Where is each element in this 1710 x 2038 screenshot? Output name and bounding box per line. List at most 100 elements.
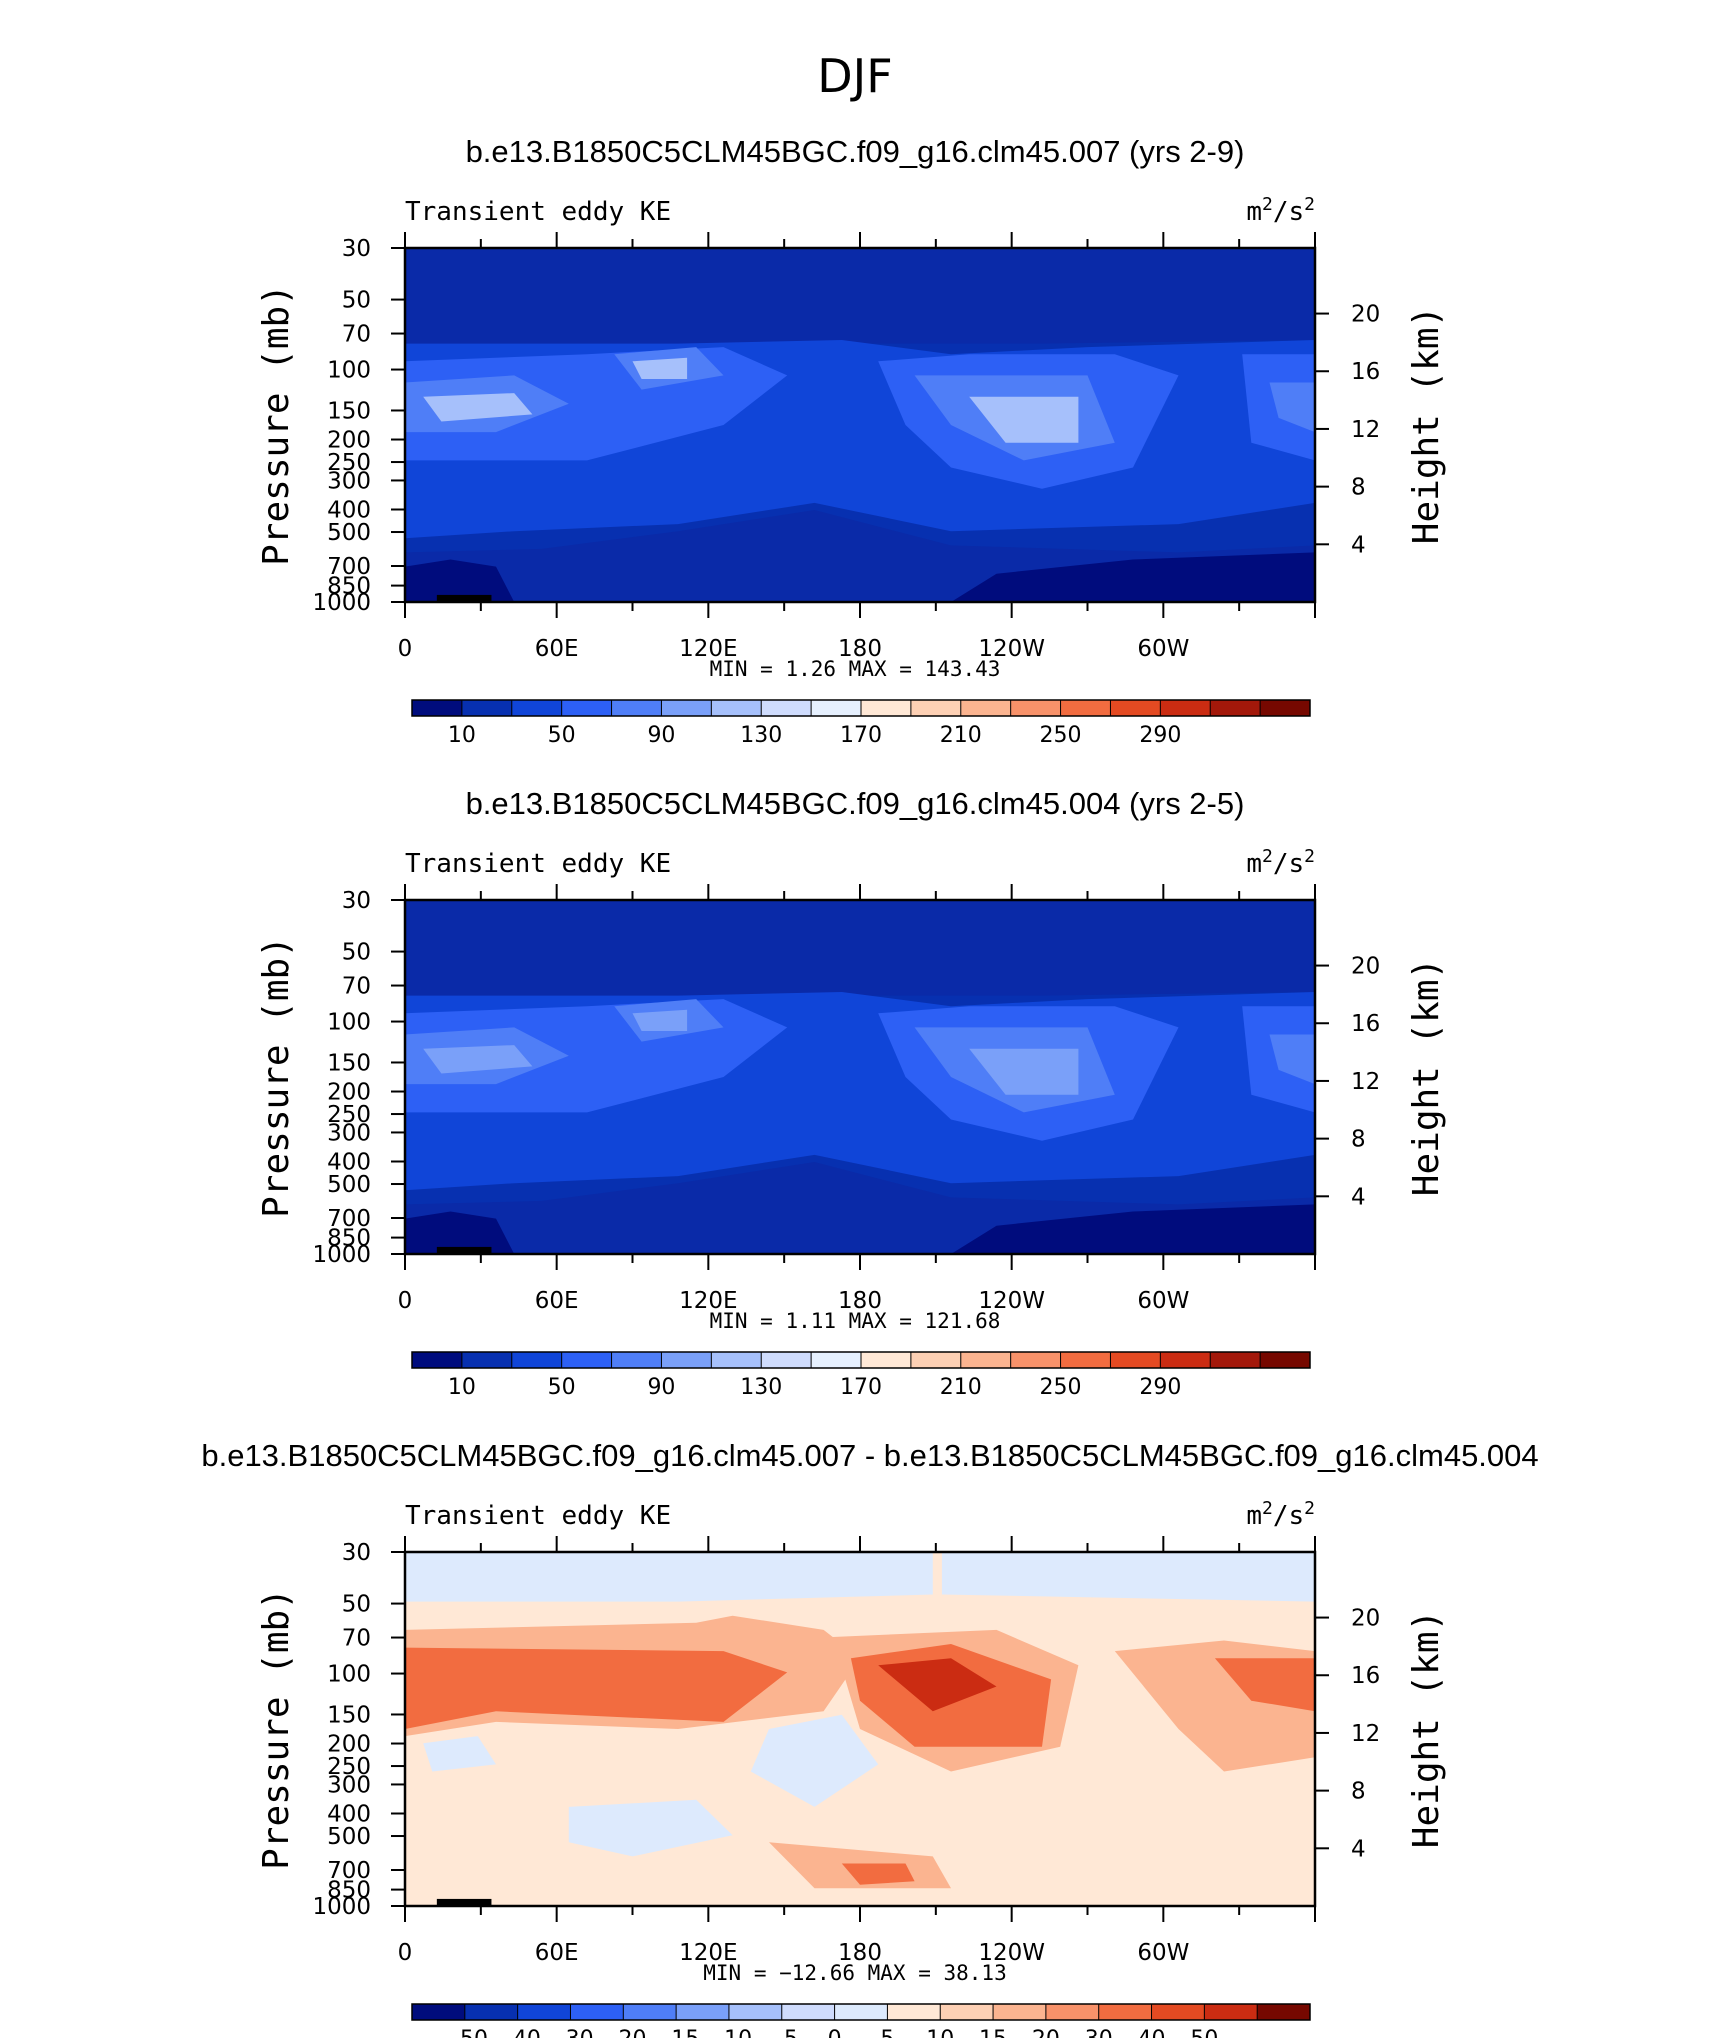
pressure-tick-label: 700 xyxy=(327,1858,371,1884)
colorbar-label: 250 xyxy=(1040,723,1082,748)
lon-tick-label: 180 xyxy=(838,1940,882,1966)
contour-fill-core-4 xyxy=(1269,382,1315,433)
colorbar-swatch xyxy=(611,700,662,716)
max-label: MAX = xyxy=(849,657,925,681)
colorbar-label: 20 xyxy=(1032,2027,1060,2038)
panel-left-label: Transient eddy KE xyxy=(405,849,671,879)
colorbar-label: 130 xyxy=(740,1375,782,1400)
max-label: MAX = xyxy=(868,1961,944,1985)
contour-fill-peak xyxy=(878,1658,997,1712)
units-label: m2/s2 xyxy=(1246,846,1315,879)
colorbar-label: 50 xyxy=(548,1375,576,1400)
colorbar-swatch xyxy=(1010,1352,1062,1368)
min-value: 1.26 xyxy=(785,657,848,681)
units-base: m xyxy=(1246,849,1262,879)
contour-fill-neg-2 xyxy=(423,1736,496,1772)
contour-fill-surface-1 xyxy=(405,1211,515,1254)
pressure-tick-label: 500 xyxy=(327,1824,371,1850)
lon-tick-label: 60E xyxy=(535,1940,579,1966)
lon-tick-label: 120E xyxy=(679,1940,737,1966)
colorbar-swatch xyxy=(623,2004,677,2020)
colorbar-swatch xyxy=(511,700,563,716)
height-tick-label: 8 xyxy=(1351,1779,1366,1805)
colorbar-swatch xyxy=(412,1352,463,1368)
min-label: MIN = xyxy=(710,657,786,681)
colorbar-swatch xyxy=(611,1352,662,1368)
colorbar-swatch xyxy=(511,1352,563,1368)
colorbar-swatch xyxy=(811,700,862,716)
height-tick-label: 16 xyxy=(1351,1011,1380,1037)
colorbar-swatch xyxy=(570,2004,624,2020)
units-exponent: 2 xyxy=(1304,846,1315,867)
contour-fill-surface-1 xyxy=(405,559,515,602)
contour-fill-max-3 xyxy=(969,1048,1079,1095)
height-tick-label: 8 xyxy=(1351,475,1366,501)
colorbar-label: 15 xyxy=(979,2027,1007,2038)
height-tick-label: 20 xyxy=(1351,302,1380,328)
colorbar-label: 10 xyxy=(448,723,476,748)
units-exponent: 2 xyxy=(1262,846,1273,867)
contour-field xyxy=(405,1552,1315,1906)
colorbar-label: 170 xyxy=(840,723,882,748)
units-base: m xyxy=(1246,197,1262,227)
pressure-tick-label: 100 xyxy=(327,1662,371,1688)
contour-fill-strat xyxy=(405,248,1315,344)
contour-fill-neg-1 xyxy=(750,1714,879,1807)
max-value: 121.68 xyxy=(925,1309,1001,1333)
colorbar-swatch xyxy=(834,2004,888,2020)
pressure-tick-label: 70 xyxy=(342,322,371,348)
lon-tick-label: 0 xyxy=(398,636,413,662)
colorbar-swatch xyxy=(461,1352,513,1368)
colorbar-swatch xyxy=(910,700,962,716)
lon-tick-label: 60W xyxy=(1137,1288,1189,1314)
colorbar-label: −15 xyxy=(653,2027,699,2038)
pressure-tick-label: 250 xyxy=(327,1102,371,1128)
colorbar-label: −10 xyxy=(706,2027,752,2038)
lon-tick-label: 180 xyxy=(838,1288,882,1314)
colorbar-swatch xyxy=(1160,1352,1211,1368)
pressure-tick-label: 300 xyxy=(327,468,371,494)
colorbar-swatch xyxy=(993,2004,1047,2020)
contour-fill-max-1 xyxy=(423,393,533,422)
pressure-tick-label: 400 xyxy=(327,1149,371,1175)
colorbar-swatch xyxy=(1160,700,1211,716)
lon-tick-label: 120W xyxy=(978,1940,1045,1966)
height-tick-label: 16 xyxy=(1351,1663,1380,1689)
colorbar-label: −5 xyxy=(766,2027,798,2038)
pressure-tick-label: 150 xyxy=(327,1050,371,1076)
pressure-tick-label: 50 xyxy=(342,1592,371,1618)
colorbar-swatch xyxy=(910,1352,962,1368)
panel-case-title: b.e13.B1850C5CLM45BGC.f09_g16.clm45.007 … xyxy=(201,1438,1538,1473)
y-axis-label: Pressure (mb) xyxy=(256,936,297,1218)
colorbar-swatch xyxy=(861,700,912,716)
colorbar-swatch xyxy=(761,1352,812,1368)
colorbar-swatch xyxy=(1110,700,1161,716)
panel-1: b.e13.B1850C5CLM45BGC.f09_g16.clm45.007 … xyxy=(256,134,1447,748)
y-axis-right-label: Height (km) xyxy=(1406,958,1447,1196)
figure-title: DJF xyxy=(817,49,892,103)
contour-fill-neg-3 xyxy=(568,1799,733,1857)
pressure-tick-label: 400 xyxy=(327,497,371,523)
colorbar-swatch xyxy=(1045,2004,1100,2020)
min-value: 1.11 xyxy=(785,1309,848,1333)
pressure-tick-label: 500 xyxy=(327,520,371,546)
colorbar-swatch xyxy=(561,1352,613,1368)
colorbar-swatch xyxy=(711,1352,762,1368)
y-axis-right-label: Height (km) xyxy=(1406,1610,1447,1848)
colorbar-swatch xyxy=(561,700,613,716)
colorbar-swatch xyxy=(711,700,762,716)
colorbar-label: 40 xyxy=(1138,2027,1166,2038)
colorbar-swatch xyxy=(1110,1352,1161,1368)
contour-fill-surface-2 xyxy=(951,1204,1315,1254)
topography-mask xyxy=(436,594,492,602)
contour-fill-max-1 xyxy=(405,1647,788,1729)
contour-fill-max-2 xyxy=(632,1009,688,1031)
colorbar-label: 5 xyxy=(880,2027,894,2038)
colorbar-label: −50 xyxy=(442,2027,488,2038)
panel-case-title: b.e13.B1850C5CLM45BGC.f09_g16.clm45.004 … xyxy=(466,786,1245,821)
colorbar-label: 170 xyxy=(840,1375,882,1400)
contour-fill-max-3 xyxy=(969,396,1079,443)
pressure-tick-label: 1000 xyxy=(312,1894,371,1920)
contour-fill-neg-top-1 xyxy=(405,1552,933,1602)
